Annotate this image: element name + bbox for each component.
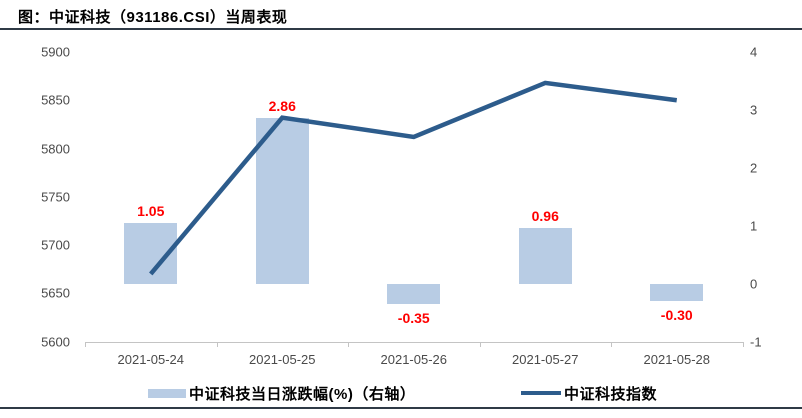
left-axis-tick-label: 5600 — [41, 334, 70, 349]
bar-2021-05-26 — [387, 283, 441, 304]
bar-series-label: 中证科技当日涨跌幅(%)（右轴） — [189, 385, 416, 403]
x-axis-tick — [348, 341, 349, 347]
right-axis-tick-label: 1 — [750, 218, 758, 234]
right-axis-tick-label: 4 — [750, 44, 758, 60]
bar-data-label: -0.35 — [397, 309, 430, 326]
left-axis-tick-label: 5650 — [41, 285, 70, 301]
bar-data-label: 0.96 — [531, 208, 559, 225]
x-axis-category-label: 2021-05-26 — [380, 352, 448, 367]
right-axis-tick-label: 3 — [750, 102, 758, 118]
chart-legend: 中证科技当日涨跌幅(%)（右轴） 中证科技指数 — [0, 383, 802, 403]
left-axis-tick-label: 5800 — [41, 141, 70, 156]
x-axis-tick — [85, 341, 86, 347]
x-axis-category-label: 2021-05-24 — [117, 352, 185, 367]
legend-item-bar-series: 中证科技当日涨跌幅(%)（右轴） — [148, 383, 415, 403]
page-bottom-rule — [0, 407, 802, 409]
x-axis-tick — [479, 341, 481, 347]
right-axis-tick-label: 2 — [750, 160, 758, 176]
bar-data-label: 2.86 — [268, 98, 296, 114]
left-axis-tick-label: 5750 — [41, 189, 70, 205]
bar-2021-05-28 — [650, 283, 704, 301]
left-axis-tick-label: 5900 — [41, 44, 70, 60]
left-axis-tick-label: 5700 — [41, 237, 70, 253]
x-axis-tick — [216, 341, 218, 347]
x-axis-category-label: 2021-05-25 — [249, 352, 316, 367]
x-axis-category-label: 2021-05-28 — [643, 352, 711, 367]
x-axis-category-label: 2021-05-27 — [512, 352, 579, 367]
right-axis-tick-label: -1 — [750, 334, 762, 349]
bar-data-label: -0.30 — [660, 306, 693, 323]
legend-item-line-series: 中证科技指数 — [521, 383, 657, 403]
title-underline — [0, 28, 802, 30]
bar-2021-05-25 — [255, 118, 309, 284]
left-axis-tick-label: 5850 — [41, 92, 70, 108]
x-axis-tick — [742, 341, 744, 347]
chart-title: 图：中证科技（931186.CSI）当周表现 — [18, 9, 288, 26]
right-axis-tick-label: 0 — [750, 276, 758, 292]
bar-series-swatch — [148, 388, 186, 398]
line-series-swatch — [521, 391, 561, 395]
bar-2021-05-27 — [518, 228, 572, 284]
x-axis-line — [85, 341, 743, 343]
x-axis-tick — [611, 341, 612, 347]
bar-data-label: 1.05 — [137, 202, 165, 219]
line-series-label: 中证科技指数 — [564, 385, 658, 403]
